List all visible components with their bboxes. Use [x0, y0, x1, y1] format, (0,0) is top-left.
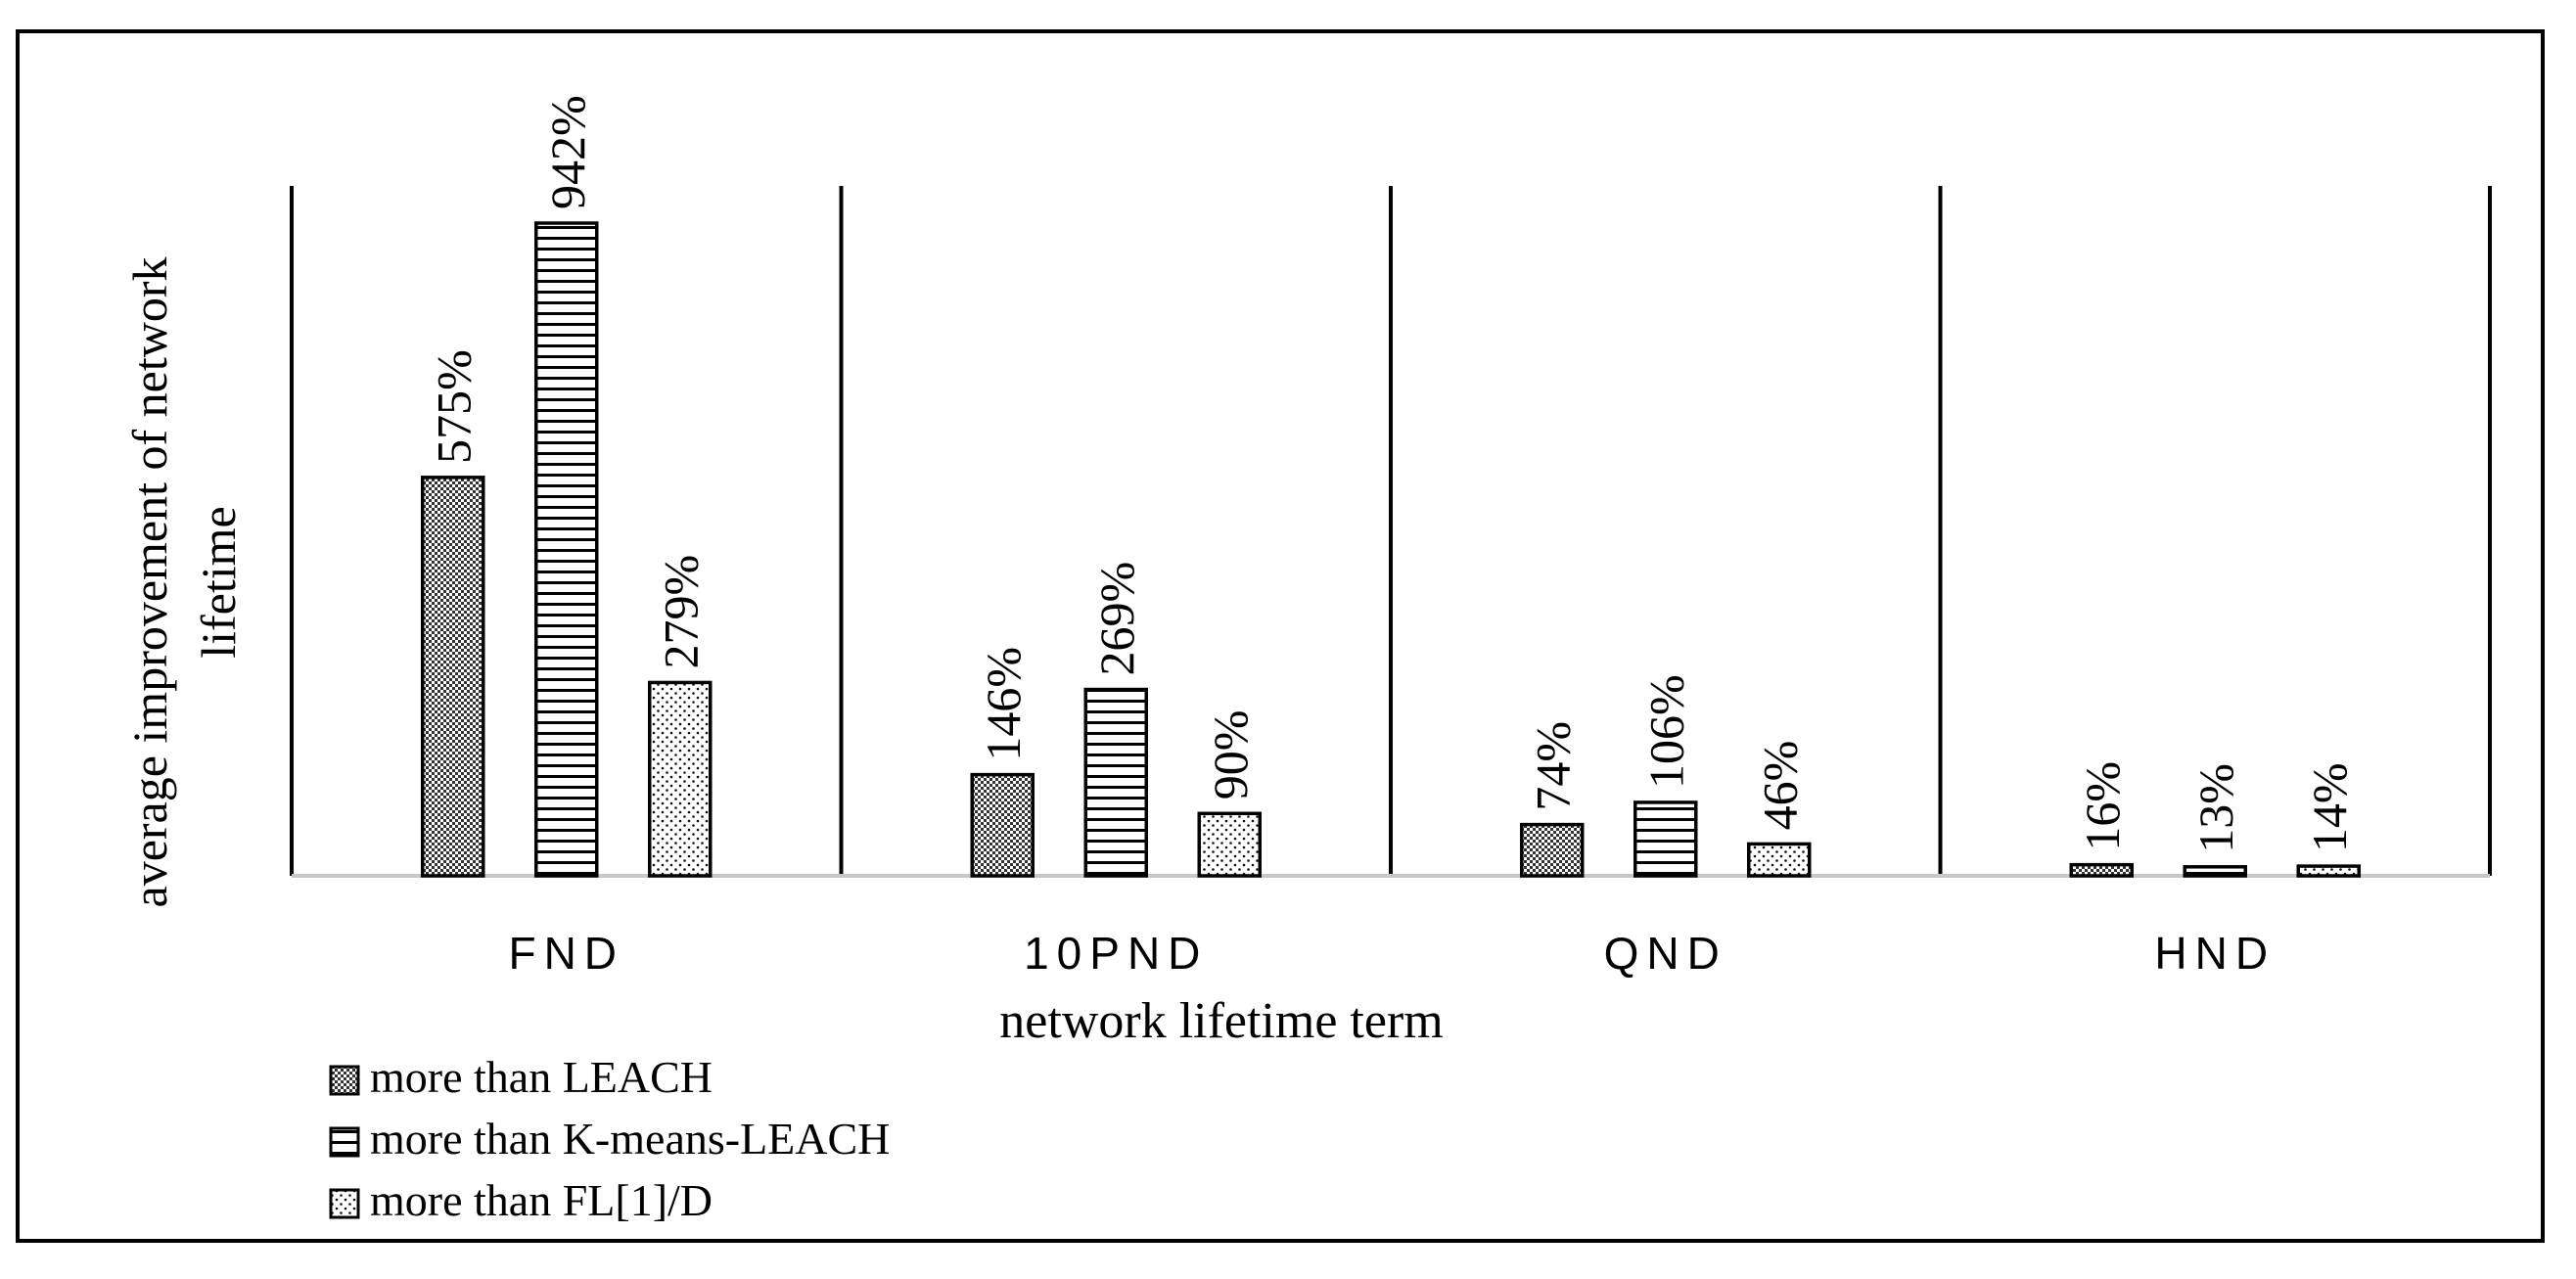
x-tick-label: 10PND [1024, 928, 1208, 979]
data-label: 14% [2302, 762, 2357, 852]
bar-qnd-series-3 [1747, 842, 1812, 878]
x-tick-label: QND [1604, 928, 1727, 979]
bar-fnd-series-3 [648, 680, 713, 878]
bar-hnd-series-1 [2069, 862, 2134, 878]
data-label: 279% [654, 555, 709, 669]
data-label: 13% [2188, 763, 2243, 853]
data-label: 90% [1203, 710, 1258, 800]
data-label: 106% [1639, 674, 1694, 789]
bar-fnd-series-1 [421, 476, 485, 878]
plot-area: 575% 942% 279% FND 146% 269% 90% 10PND 74% 106% 46… [290, 95, 2492, 979]
x-tick-label: FND [508, 928, 624, 979]
legend-swatch-3 [329, 1188, 360, 1219]
bar-qnd-series-1 [1520, 822, 1585, 878]
legend-label-1: more than LEACH [370, 1052, 713, 1102]
bar-hnd-series-2 [2183, 865, 2247, 878]
legend-swatch-2 [329, 1126, 360, 1158]
data-label: 46% [1753, 741, 1808, 831]
data-label: 74% [1526, 721, 1581, 811]
x-axis-title: network lifetime term [999, 993, 1443, 1049]
x-tick-label: HND [2154, 928, 2276, 979]
legend-label-2: more than K-means-LEACH [370, 1114, 890, 1164]
data-label: 269% [1089, 562, 1144, 676]
bar-10pnd-series-2 [1083, 687, 1148, 878]
bar-10pnd-series-1 [970, 772, 1035, 878]
bar-qnd-series-2 [1633, 800, 1698, 878]
y-axis-title: average improvement of network lifetime [122, 256, 246, 907]
data-label: 942% [540, 95, 595, 209]
data-label: 575% [427, 349, 482, 464]
bar-10pnd-series-3 [1197, 811, 1262, 878]
y-axis-title-line-1: average improvement of network [122, 256, 177, 907]
bar-fnd-series-2 [534, 221, 599, 878]
data-label: 16% [2075, 761, 2130, 851]
figure-frame [16, 29, 2545, 1243]
legend: more than LEACH more than K-means-LEACH mo… [329, 1052, 890, 1225]
legend-label-3: more than FL[1]/D [370, 1175, 713, 1225]
bar-hnd-series-3 [2296, 864, 2361, 878]
data-label: 146% [976, 647, 1031, 761]
y-axis-title-line-2: lifetime [191, 506, 246, 659]
legend-swatch-1 [329, 1065, 360, 1096]
